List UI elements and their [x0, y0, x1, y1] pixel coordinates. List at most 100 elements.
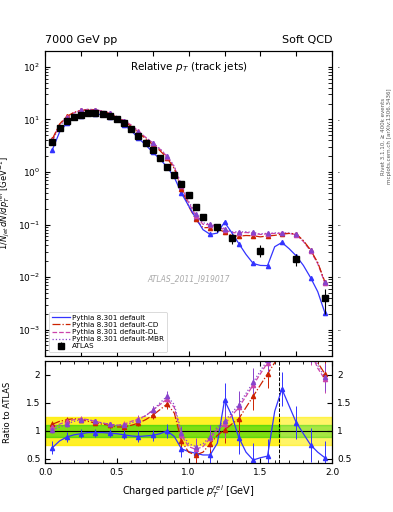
Pythia 8.301 default-CD [230, 232, 234, 239]
Pythia 8.301 default [294, 253, 299, 259]
Pythia 8.301 default-CD [251, 232, 255, 239]
Pythia 8.301 default-DL [143, 134, 148, 140]
Pythia 8.301 default-DL [86, 106, 90, 113]
Pythia 8.301 default [151, 149, 155, 155]
Pythia 8.301 default-CD [86, 107, 90, 113]
Pythia 8.301 default-CD [107, 111, 112, 117]
Pythia 8.301 default-MBR [315, 260, 320, 266]
Pythia 8.301 default-MBR [186, 198, 191, 204]
Pythia 8.301 default-MBR [79, 108, 83, 114]
Pythia 8.301 default-DL [179, 183, 184, 189]
Pythia 8.301 default [222, 219, 227, 225]
Pythia 8.301 default-MBR [287, 230, 292, 236]
Pythia 8.301 default-DL [208, 222, 213, 228]
Line: Pythia 8.301 default-DL: Pythia 8.301 default-DL [52, 110, 325, 283]
Pythia 8.301 default-DL [129, 122, 134, 128]
Pythia 8.301 default-CD [186, 203, 191, 209]
Pythia 8.301 default-DL [122, 118, 127, 124]
Pythia 8.301 default-MBR [172, 163, 177, 169]
Pythia 8.301 default [193, 215, 198, 221]
Pythia 8.301 default [186, 203, 191, 209]
Text: Rivet 3.1.10, ≥ 400k events: Rivet 3.1.10, ≥ 400k events [381, 98, 386, 175]
Pythia 8.301 default-MBR [237, 229, 241, 235]
Text: mcplots.cern.ch [arXiv:1306.3436]: mcplots.cern.ch [arXiv:1306.3436] [387, 89, 391, 184]
Pythia 8.301 default-CD [100, 109, 105, 115]
Pythia 8.301 default-CD [237, 233, 241, 239]
Pythia 8.301 default-DL [279, 230, 284, 237]
Pythia 8.301 default-DL [50, 137, 55, 143]
Pythia 8.301 default-CD [122, 119, 127, 125]
Pythia 8.301 default-DL [72, 110, 76, 116]
Pythia 8.301 default-MBR [50, 138, 55, 144]
Pythia 8.301 default-DL [193, 212, 198, 219]
X-axis label: Charged particle $p_T^{rel}$ [GeV]: Charged particle $p_T^{rel}$ [GeV] [123, 483, 255, 500]
Pythia 8.301 default-MBR [72, 110, 76, 116]
Pythia 8.301 default-MBR [165, 153, 169, 159]
Pythia 8.301 default-CD [201, 225, 206, 231]
Pythia 8.301 default-MBR [251, 229, 255, 236]
Pythia 8.301 default-DL [115, 114, 119, 120]
Pythia 8.301 default-DL [57, 122, 62, 128]
Pythia 8.301 default-CD [158, 147, 162, 154]
Pythia 8.301 default [165, 164, 169, 170]
Pythia 8.301 default-CD [301, 238, 306, 244]
Pythia 8.301 default-MBR [230, 229, 234, 235]
Pythia 8.301 default [208, 231, 213, 238]
Pythia 8.301 default [107, 114, 112, 120]
Pythia 8.301 default-CD [143, 136, 148, 142]
Pythia 8.301 default-MBR [193, 211, 198, 217]
Pythia 8.301 default-DL [107, 110, 112, 116]
Pythia 8.301 default-MBR [151, 140, 155, 146]
Y-axis label: Ratio to ATLAS: Ratio to ATLAS [3, 381, 12, 443]
Pythia 8.301 default-DL [158, 146, 162, 152]
Pythia 8.301 default [143, 142, 148, 148]
Pythia 8.301 default-DL [64, 114, 69, 120]
Pythia 8.301 default-CD [287, 230, 292, 237]
Pythia 8.301 default-CD [279, 231, 284, 237]
Pythia 8.301 default-DL [323, 280, 327, 286]
Pythia 8.301 default-CD [179, 186, 184, 192]
Pythia 8.301 default [201, 227, 206, 233]
Pythia 8.301 default [172, 174, 177, 180]
Pythia 8.301 default-CD [272, 232, 277, 239]
Pythia 8.301 default-DL [258, 231, 263, 238]
Pythia 8.301 default-MBR [201, 220, 206, 226]
Pythia 8.301 default-DL [244, 229, 248, 236]
Pythia 8.301 default [136, 135, 141, 141]
Pythia 8.301 default-CD [172, 165, 177, 172]
Pythia 8.301 default-MBR [122, 118, 127, 124]
Pythia 8.301 default-MBR [258, 231, 263, 237]
Pythia 8.301 default-MBR [179, 182, 184, 188]
Pythia 8.301 default [244, 251, 248, 258]
Pythia 8.301 default-DL [237, 229, 241, 236]
Pythia 8.301 default-MBR [279, 230, 284, 236]
Pythia 8.301 default-MBR [215, 223, 220, 229]
Pythia 8.301 default-MBR [272, 230, 277, 236]
Pythia 8.301 default-DL [315, 261, 320, 267]
Pythia 8.301 default-CD [315, 260, 320, 266]
Pythia 8.301 default-CD [265, 233, 270, 239]
Pythia 8.301 default-MBR [136, 129, 141, 135]
Pythia 8.301 default-CD [57, 121, 62, 127]
Pythia 8.301 default [93, 111, 98, 117]
Text: ATLAS_2011_I919017: ATLAS_2011_I919017 [147, 274, 230, 283]
Pythia 8.301 default-DL [222, 226, 227, 232]
Y-axis label: $1/N_{jet}\, dN/dp_T^{rel}$ [GeV$^{-1}$]: $1/N_{jet}\, dN/dp_T^{rel}$ [GeV$^{-1}$] [0, 157, 12, 250]
Pythia 8.301 default [301, 262, 306, 268]
Pythia 8.301 default [272, 244, 277, 250]
Pythia 8.301 default-CD [64, 114, 69, 120]
Pythia 8.301 default-MBR [308, 247, 313, 253]
Line: Pythia 8.301 default-CD: Pythia 8.301 default-CD [52, 110, 325, 282]
Pythia 8.301 default-CD [308, 247, 313, 253]
Pythia 8.301 default-MBR [301, 238, 306, 244]
Pythia 8.301 default [100, 112, 105, 118]
Pythia 8.301 default [323, 310, 327, 316]
Pythia 8.301 default-DL [287, 230, 292, 237]
Pythia 8.301 default-DL [301, 239, 306, 245]
Pythia 8.301 default-CD [193, 216, 198, 222]
Pythia 8.301 default [179, 190, 184, 196]
Pythia 8.301 default-DL [265, 231, 270, 237]
Pythia 8.301 default [129, 127, 134, 134]
Pythia 8.301 default-CD [72, 109, 76, 115]
Pythia 8.301 default-MBR [158, 145, 162, 152]
